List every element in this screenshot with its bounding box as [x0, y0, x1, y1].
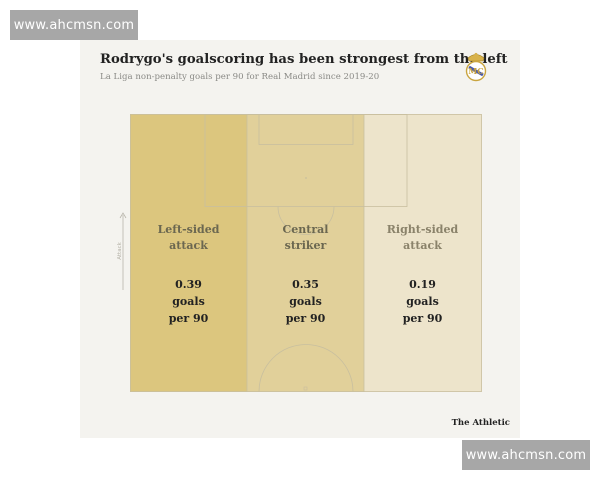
svg-text:MC: MC	[468, 66, 483, 76]
zone-label-center: Central striker	[282, 223, 329, 252]
watermark-bottom: www.ahcmsn.com	[462, 440, 590, 470]
watermark-top: www.ahcmsn.com	[10, 10, 138, 40]
real-madrid-crest-icon: MC	[465, 52, 487, 82]
chart-subtitle: La Liga non-penalty goals per 90 for Rea…	[100, 72, 380, 82]
zone-left-sided	[130, 114, 247, 392]
attack-direction-label: Attack	[117, 242, 123, 260]
zone-value-center: 0.35 goals per 90	[285, 278, 326, 325]
arrow-up-icon	[119, 212, 127, 290]
source-credit: The Athletic	[451, 418, 510, 428]
pitch-markings	[130, 114, 482, 392]
zone-value-left: 0.39 goals per 90	[168, 278, 209, 325]
zone-right-sided	[364, 114, 482, 392]
pitch: Left-sided attack Central striker Right-…	[130, 114, 482, 392]
chart-title: Rodrygo's goalscoring has been strongest…	[100, 52, 508, 67]
zone-label-left: Left-sided attack	[157, 223, 220, 252]
chart-card: Rodrygo's goalscoring has been strongest…	[80, 40, 520, 438]
zone-central	[247, 114, 364, 392]
zone-value-right: 0.19 goals per 90	[402, 278, 443, 325]
zone-label-right: Right-sided attack	[386, 223, 459, 252]
